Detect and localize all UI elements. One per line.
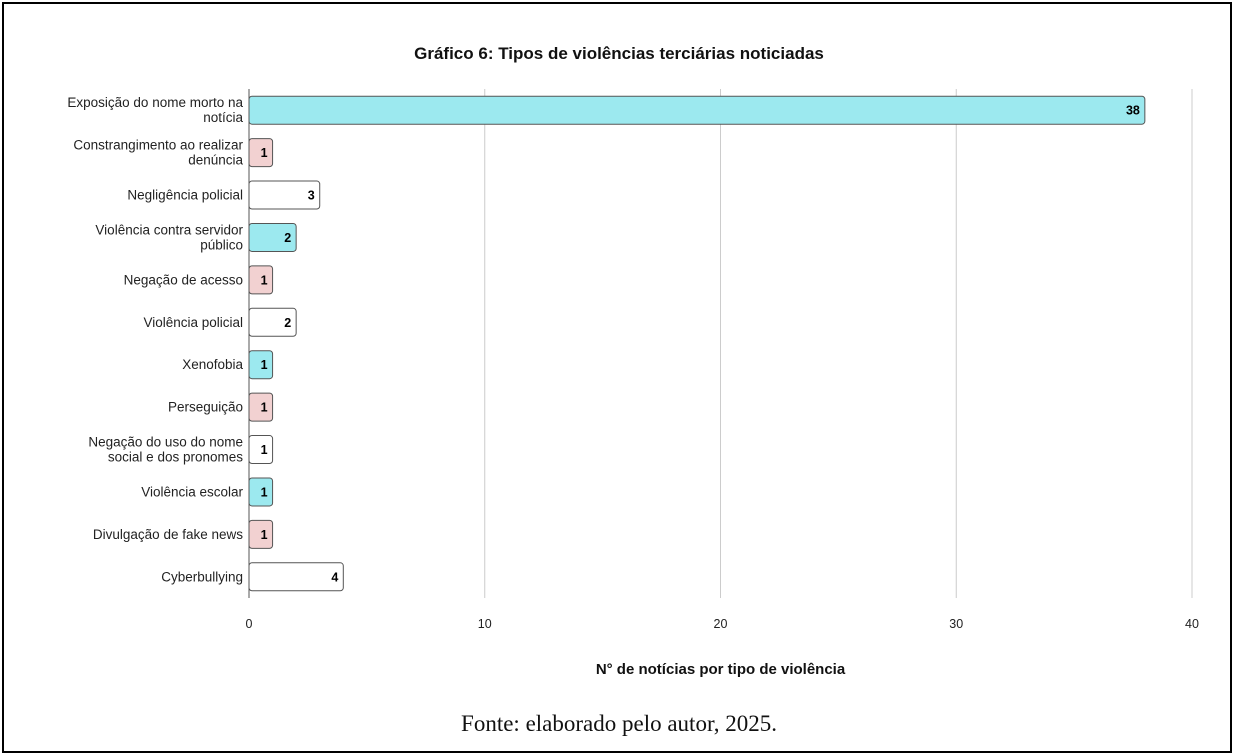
x-tick-label: 0 (246, 617, 253, 631)
bar (248, 95, 1146, 125)
data-label: 38 (1126, 104, 1140, 118)
bar (248, 350, 274, 380)
data-label: 3 (308, 189, 315, 203)
category-label: Divulgação de fake news (93, 527, 243, 542)
data-label: 1 (261, 273, 268, 287)
x-tick-label: 40 (1185, 617, 1199, 631)
data-label: 4 (331, 570, 338, 584)
category-label: Cyberbullying (161, 569, 243, 584)
x-tick-label: 10 (478, 617, 492, 631)
bar (248, 265, 274, 295)
category-label: Constrangimento ao realizar denúncia (73, 138, 243, 168)
category-label: Perseguição (168, 400, 243, 415)
data-label: 1 (261, 146, 268, 160)
category-label: Exposição do nome morto na notícia (67, 95, 243, 125)
bar (248, 435, 274, 465)
bar (248, 519, 274, 549)
category-label: Negação de acesso (124, 272, 243, 287)
category-label: Violência contra servidor público (95, 222, 243, 252)
chart-title: Gráfico 6: Tipos de violências terciária… (414, 44, 824, 63)
bar (248, 138, 274, 168)
x-tick-label: 20 (714, 617, 728, 631)
bar (248, 222, 297, 252)
x-tick-label: 30 (949, 617, 963, 631)
bar (248, 562, 344, 592)
data-label: 1 (261, 443, 268, 457)
data-label: 1 (261, 485, 268, 499)
category-label: Xenofobia (182, 357, 243, 372)
category-label: Negligência policial (127, 188, 243, 203)
bar (248, 392, 274, 422)
bar (248, 180, 321, 210)
data-label: 2 (284, 316, 291, 330)
data-label: 1 (261, 528, 268, 542)
bar (248, 307, 297, 337)
bar (248, 477, 274, 507)
data-label: 1 (261, 358, 268, 372)
data-label: 1 (261, 401, 268, 415)
category-label: Violência policial (143, 315, 243, 330)
source-note: Fonte: elaborado pelo autor, 2025. (461, 711, 777, 736)
data-label: 2 (284, 231, 291, 245)
category-label: Violência escolar (141, 484, 243, 499)
category-label: Negação do uso do nome social e dos prono… (88, 435, 243, 465)
x-axis-title: N° de notícias por tipo de violência (595, 661, 846, 678)
